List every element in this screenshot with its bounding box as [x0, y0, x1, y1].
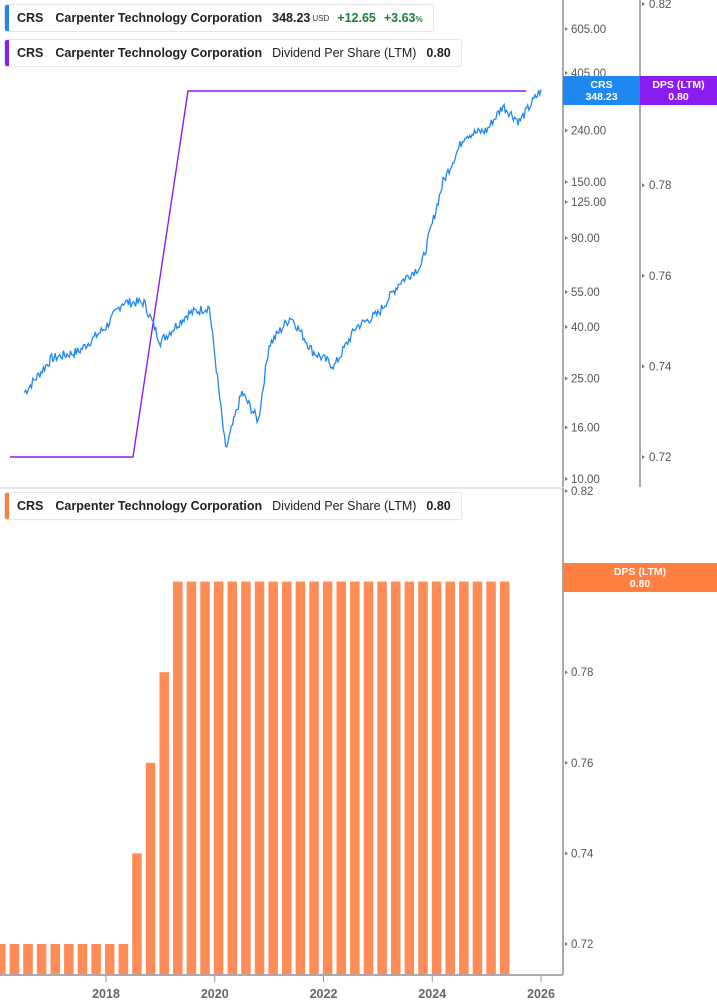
dps-tag-top: DPS (LTM)0.80	[640, 76, 717, 105]
dps-axis-ticks: 0.820.800.780.760.740.72	[642, 0, 672, 464]
dps-bar	[350, 582, 360, 974]
price-line	[24, 90, 541, 447]
legend-ticker: CRS	[17, 11, 43, 25]
dps-bar	[146, 763, 156, 974]
legend-price: 348.23	[272, 11, 310, 25]
dps-bar	[91, 944, 101, 974]
dps-bar	[173, 582, 183, 974]
svg-text:2024: 2024	[418, 987, 446, 1001]
dps-bar	[486, 582, 496, 974]
dps-bar	[200, 582, 210, 974]
price-chart[interactable]: 605.00405.00240.00150.00125.0090.0055.00…	[0, 0, 717, 490]
svg-text:605.00: 605.00	[571, 24, 606, 36]
dps-bar-axis-ticks: 0.820.800.780.760.740.72	[565, 486, 594, 951]
dps-bar	[159, 672, 169, 974]
legend-currency: USD	[312, 14, 329, 23]
legend-company: Carpenter Technology Corporation	[55, 499, 262, 513]
dps-bar	[377, 582, 387, 974]
dps-bar	[105, 944, 115, 974]
dps-legend-bottom[interactable]: CRS Carpenter Technology Corporation Div…	[4, 492, 462, 520]
dps-bar	[459, 582, 469, 974]
svg-text:0.74: 0.74	[571, 848, 594, 860]
price-legend-color	[5, 5, 9, 31]
legend-ticker: CRS	[17, 46, 43, 60]
svg-text:0.74: 0.74	[649, 361, 672, 373]
legend-value: 0.80	[426, 46, 450, 60]
dps-bar	[405, 582, 415, 974]
legend-change: +12.65	[337, 11, 376, 25]
svg-text:125.00: 125.00	[571, 197, 606, 209]
dps-bar	[64, 944, 74, 974]
svg-text:40.00: 40.00	[571, 322, 600, 334]
legend-metric: Dividend Per Share (LTM)	[272, 499, 416, 513]
dps-bar	[282, 582, 292, 974]
legend-value: 0.80	[426, 499, 450, 513]
svg-text:0.78: 0.78	[571, 667, 593, 679]
dps-bar	[214, 582, 224, 974]
svg-text:150.00: 150.00	[571, 177, 606, 189]
dps-bar	[10, 944, 19, 974]
legend-company: Carpenter Technology Corporation	[55, 46, 262, 60]
dps-bar	[296, 582, 306, 974]
dps-bar	[23, 944, 32, 974]
dps-bar	[228, 582, 238, 974]
svg-text:25.00: 25.00	[571, 373, 600, 385]
x-axis-ticks: 2018 2020 2022 2024 2026	[92, 976, 555, 1001]
dps-bar	[309, 582, 319, 974]
svg-text:0.78: 0.78	[649, 180, 671, 192]
dps-bar	[391, 582, 401, 974]
dps-bar	[337, 582, 347, 974]
dps-bar	[0, 944, 6, 974]
legend-metric: Dividend Per Share (LTM)	[272, 46, 416, 60]
price-tag: CRS348.23	[563, 76, 640, 105]
dps-bar	[323, 582, 333, 974]
svg-text:240.00: 240.00	[571, 125, 606, 137]
dps-bar	[255, 582, 265, 974]
svg-text:2020: 2020	[201, 987, 229, 1001]
dps-bar	[37, 944, 47, 974]
dps-legend-top[interactable]: CRS Carpenter Technology Corporation Div…	[4, 39, 462, 67]
svg-text:10.00: 10.00	[571, 474, 600, 486]
dps-bar	[268, 582, 278, 974]
svg-text:0.76: 0.76	[649, 271, 671, 283]
dps-bar	[78, 944, 88, 974]
svg-text:90.00: 90.00	[571, 233, 600, 245]
dps-bar	[50, 944, 60, 974]
svg-text:0.82: 0.82	[649, 0, 671, 11]
legend-change-pct: +3.63%	[384, 11, 423, 25]
dps-bar	[445, 582, 455, 974]
svg-text:2018: 2018	[92, 987, 120, 1001]
dps-bar	[364, 582, 374, 974]
dps-bars	[0, 582, 509, 974]
price-legend[interactable]: CRS Carpenter Technology Corporation 348…	[4, 4, 434, 32]
dps-bar	[432, 582, 442, 974]
dps-bar	[473, 582, 483, 974]
dps-line	[10, 91, 526, 457]
svg-text:55.00: 55.00	[571, 287, 600, 299]
dps-bar	[500, 582, 510, 974]
dps-legend-color	[5, 40, 9, 66]
dps-bar	[241, 582, 251, 974]
legend-ticker: CRS	[17, 499, 43, 513]
svg-text:2026: 2026	[527, 987, 555, 1001]
svg-text:0.72: 0.72	[571, 939, 593, 951]
dps-bar	[119, 944, 129, 974]
dps-bar	[132, 853, 142, 974]
svg-text:16.00: 16.00	[571, 422, 600, 434]
dps-bar-legend-color	[5, 493, 9, 519]
svg-text:0.72: 0.72	[649, 452, 671, 464]
svg-text:2022: 2022	[310, 987, 338, 1001]
dps-bar	[418, 582, 428, 974]
svg-text:0.76: 0.76	[571, 758, 593, 770]
dps-bar	[187, 582, 197, 974]
legend-company: Carpenter Technology Corporation	[55, 11, 262, 25]
dps-tag-bottom: DPS (LTM)0.80	[563, 563, 717, 592]
